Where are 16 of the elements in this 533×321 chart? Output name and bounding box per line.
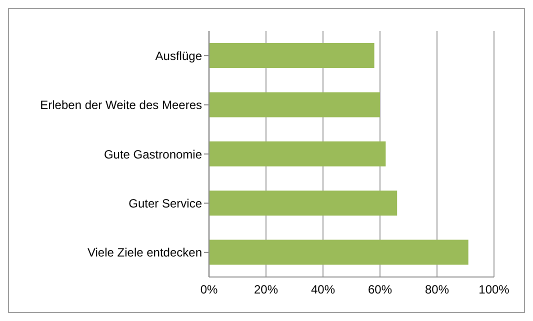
bar [209, 141, 386, 166]
x-tick-label: 20% [254, 282, 278, 297]
bar [209, 92, 380, 118]
y-tick-label: Erleben der Weite des Meeres [40, 98, 202, 112]
y-tick-label: Viele Ziele entdecken [87, 246, 202, 260]
bar [209, 43, 374, 68]
bar [209, 240, 468, 265]
bar [209, 190, 398, 216]
y-tick-label: Gute Gastronomie [104, 147, 202, 162]
y-tick-label: Guter Service [128, 196, 202, 210]
y-tick-label: Ausflüge [155, 48, 202, 63]
x-tick-label: 60% [368, 282, 392, 297]
x-tick-label: 0% [200, 282, 218, 297]
x-tick-label: 80% [424, 282, 450, 297]
x-tick-label: 40% [310, 282, 336, 297]
x-tick-label: 100% [478, 282, 510, 297]
